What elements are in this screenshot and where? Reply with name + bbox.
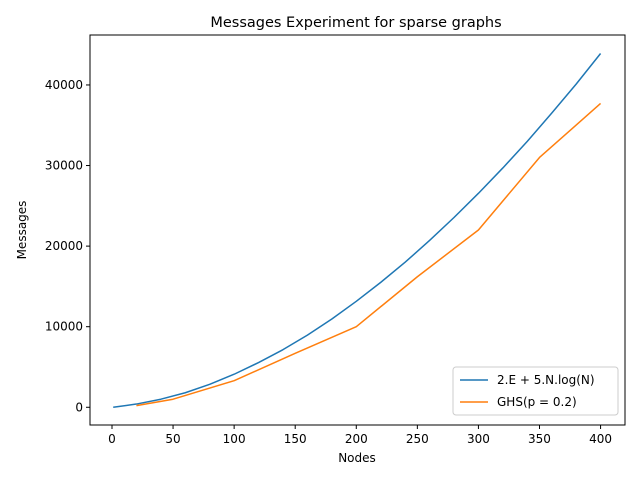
y-tick-label: 0 [75,400,83,414]
chart-title: Messages Experiment for sparse graphs [210,15,501,31]
series-line-2 [136,102,602,407]
x-tick-label: 300 [467,432,490,446]
x-tick-label: 250 [406,432,429,446]
legend-label-series-2: GHS(p = 0.2) [497,395,577,409]
x-axis-label: Nodes [338,451,376,465]
y-axis-ticks: 0 10000 20000 30000 40000 [45,78,90,414]
y-axis-label: Messages [15,201,29,260]
legend-box [452,366,619,416]
y-tick-label: 10000 [45,320,83,334]
x-tick-label: 100 [223,432,246,446]
x-tick-label: 150 [284,432,307,446]
y-tick-label: 30000 [45,159,83,173]
series-line-1 [113,53,602,409]
x-tick-label: 400 [589,432,612,446]
legend-label-series-1: 2.E + 5.N.log(N) [497,373,595,387]
x-axis-ticks: 0 50 100 150 200 250 300 350 400 [108,425,612,446]
x-tick-label: 200 [345,432,368,446]
series-layer [113,53,602,409]
legend: 2.E + 5.N.log(N) GHS(p = 0.2) [452,366,619,416]
x-tick-label: 50 [165,432,180,446]
y-tick-label: 40000 [45,78,83,92]
plot-area-frame [89,34,626,426]
y-tick-label: 20000 [45,239,83,253]
x-tick-label: 350 [528,432,551,446]
x-tick-label: 0 [108,432,116,446]
